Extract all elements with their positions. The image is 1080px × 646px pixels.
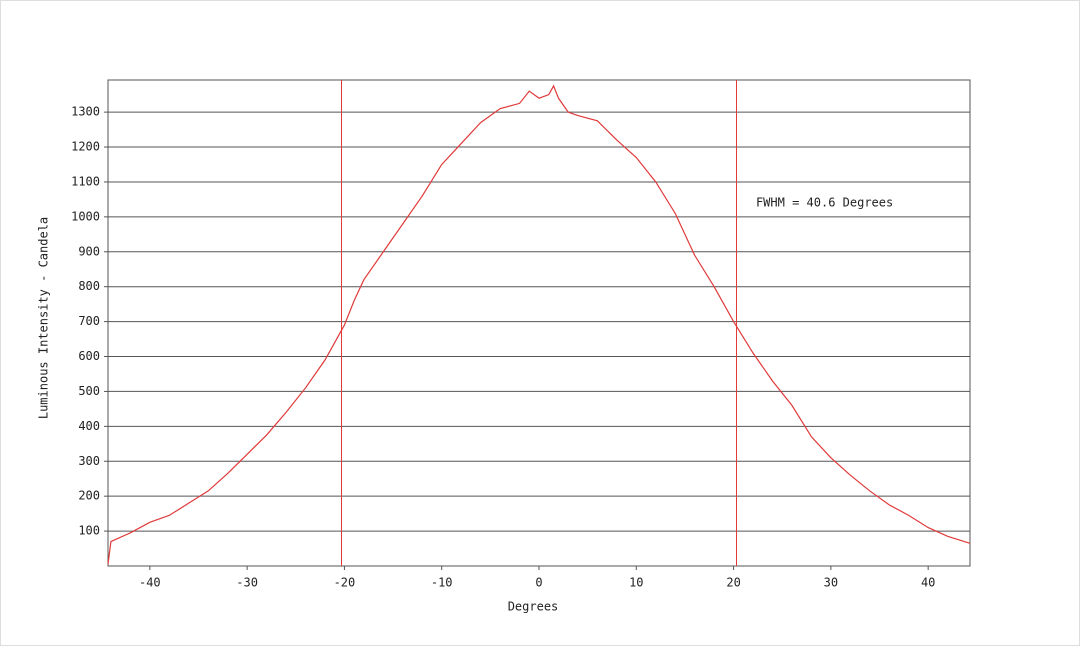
intensity-line xyxy=(107,84,971,565)
x-tick-label: -30 xyxy=(236,576,258,590)
plot-area xyxy=(107,79,971,567)
x-tick-label: 10 xyxy=(629,576,643,590)
y-tick-label: 1300 xyxy=(71,105,100,119)
y-tick-label: 500 xyxy=(78,384,100,398)
y-tick-label: 700 xyxy=(78,314,100,328)
y-tick-label: 300 xyxy=(78,454,100,468)
y-tick-label: 400 xyxy=(78,419,100,433)
x-tick-label: 40 xyxy=(921,576,935,590)
x-tick-label: -40 xyxy=(139,576,161,590)
x-tick-label: -20 xyxy=(334,576,356,590)
y-tick-label: 600 xyxy=(78,349,100,363)
x-tick-label: 30 xyxy=(824,576,838,590)
x-tick-label: -10 xyxy=(431,576,453,590)
y-tick-label: 800 xyxy=(78,279,100,293)
y-tick-label: 900 xyxy=(78,244,100,258)
y-tick-label: 200 xyxy=(78,489,100,503)
y-tick-label: 1000 xyxy=(71,209,100,223)
y-axis-label: Luminous Intensity - Candela xyxy=(37,217,51,419)
y-tick-label: 1200 xyxy=(71,140,100,154)
x-tick-label: 20 xyxy=(726,576,740,590)
y-tick-label: 100 xyxy=(78,524,100,538)
x-tick-label: 0 xyxy=(535,576,542,590)
x-axis-label: Degrees xyxy=(508,600,559,614)
y-tick-label: 1100 xyxy=(71,174,100,188)
annotation: FWHM = 40.6 Degrees xyxy=(756,195,893,209)
